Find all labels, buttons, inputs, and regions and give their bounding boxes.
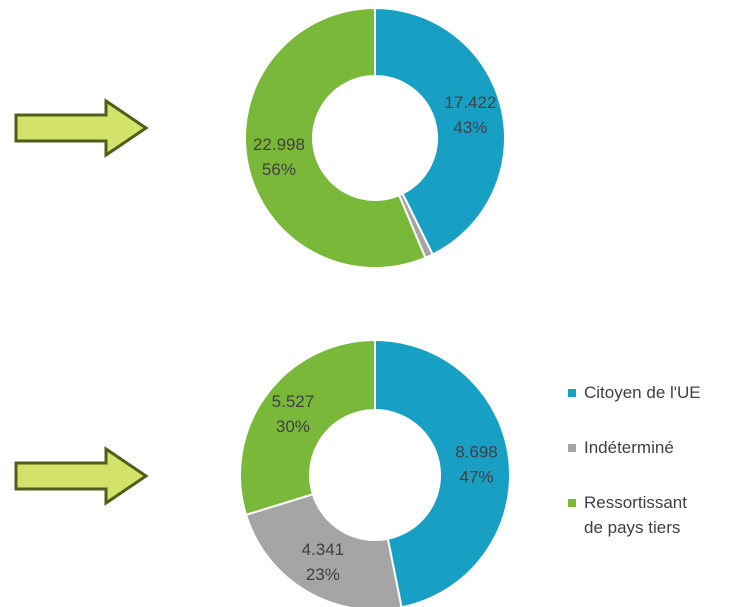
percent-label: 23%	[306, 565, 340, 584]
legend-swatch	[568, 499, 576, 507]
arrow	[14, 98, 149, 158]
legend: Citoyen de l'UE Indéterminé Ressortissant …	[568, 380, 728, 570]
slice	[374, 6, 506, 256]
slice	[374, 338, 511, 607]
legend-label: Citoyen de l'UE	[584, 383, 701, 402]
value-label: 5.527	[272, 392, 315, 411]
legend-item: Citoyen de l'UE	[568, 380, 728, 405]
value-label: 22.998	[253, 135, 305, 154]
slice	[244, 6, 427, 269]
percent-label: 47%	[459, 467, 493, 486]
legend-item: Indéterminé	[568, 435, 728, 460]
percent-label: 43%	[453, 118, 487, 137]
legend-label: Ressortissant de pays tiers	[584, 493, 687, 537]
legend-item: Ressortissant de pays tiers	[568, 490, 728, 540]
percent-label: 30%	[276, 417, 310, 436]
value-label: 4.341	[302, 540, 345, 559]
legend-label: Indéterminé	[584, 438, 674, 457]
value-label: 17.422	[444, 93, 496, 112]
arrow	[14, 446, 149, 506]
percent-label: 56%	[262, 160, 296, 179]
slice	[239, 338, 376, 517]
value-label: 8.698	[455, 442, 498, 461]
legend-swatch	[568, 389, 576, 397]
legend-swatch	[568, 444, 576, 452]
